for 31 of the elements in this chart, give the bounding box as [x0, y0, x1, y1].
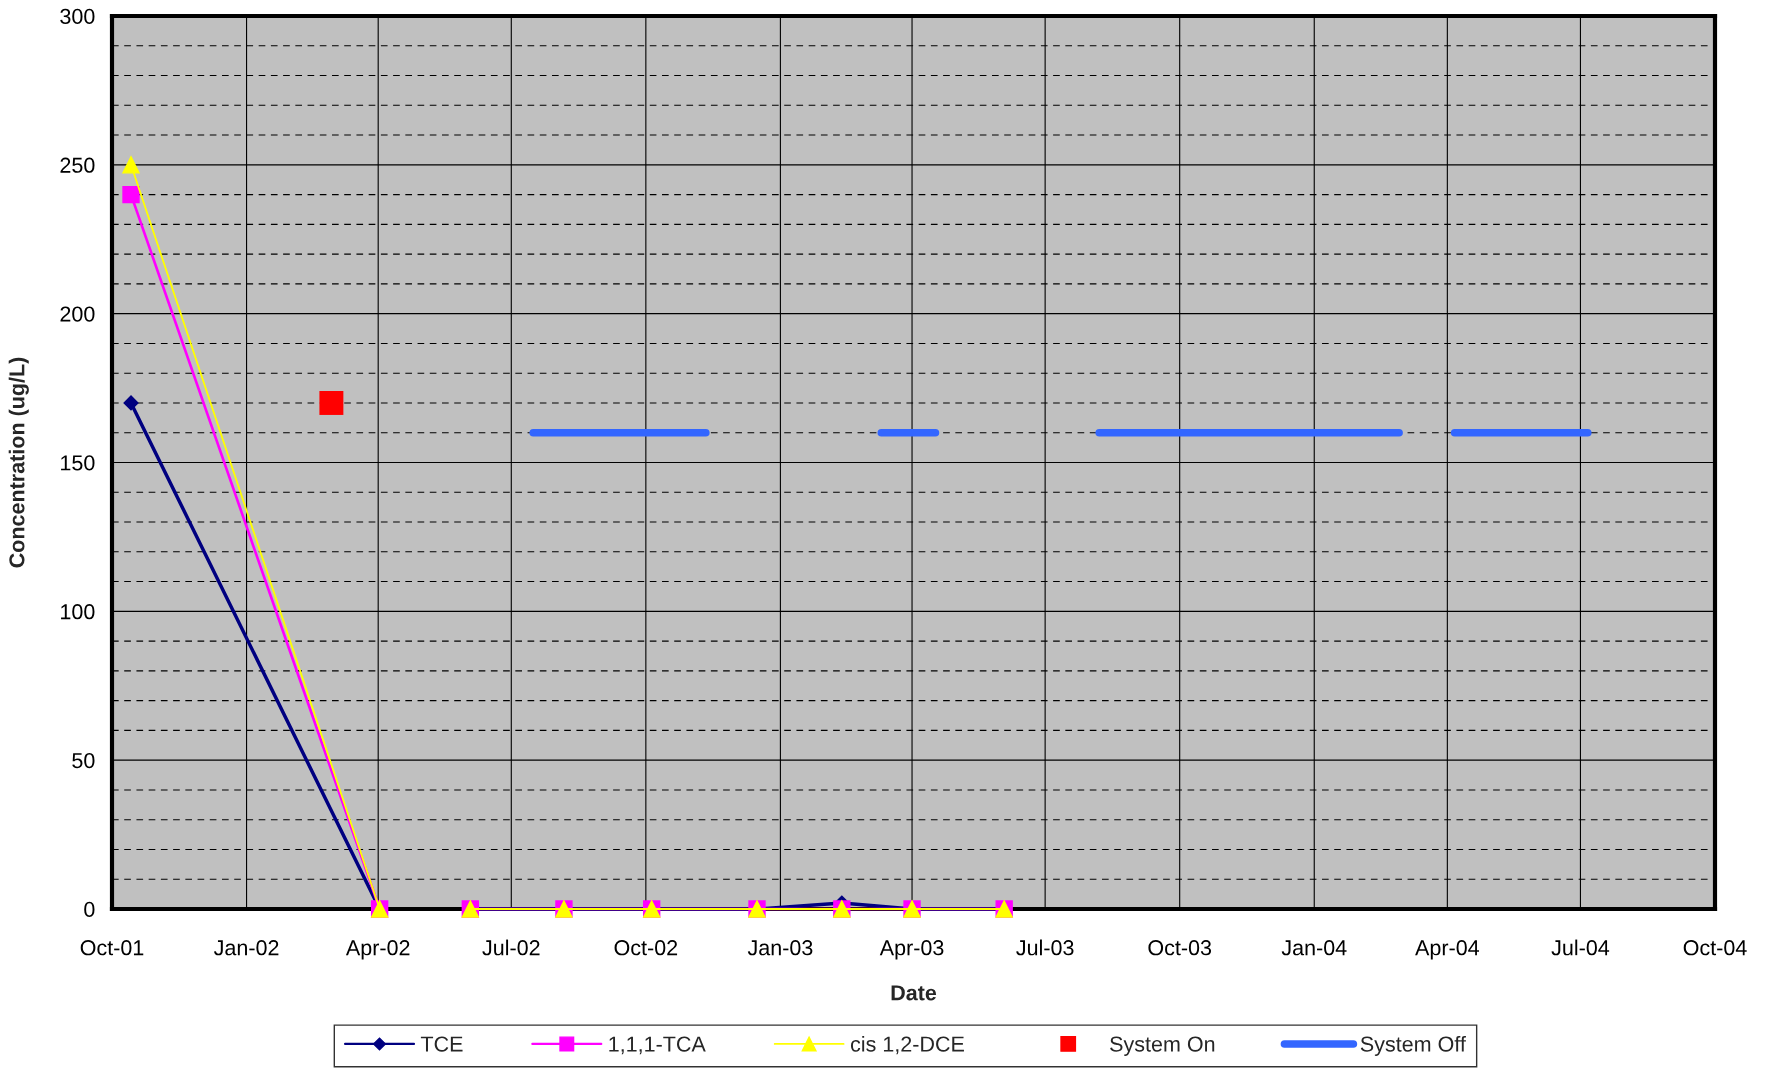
- y-tick-label: 0: [84, 901, 95, 918]
- y-tick-label: 50: [72, 752, 95, 769]
- x-tick-label: Apr-03: [879, 940, 944, 960]
- y-tick-label: 200: [60, 306, 95, 322]
- x-tick-label: Apr-02: [345, 940, 410, 960]
- x-tick-label: Jul-04: [1551, 939, 1610, 956]
- x-tick-label: Apr-04: [1415, 940, 1480, 960]
- point: [122, 156, 140, 174]
- y-tick-label: 100: [61, 604, 95, 620]
- x-tick-label: Oct-02: [614, 940, 678, 956]
- x-tick-label: Jul-03: [1016, 939, 1074, 956]
- legend-label: TCE: [420, 1036, 463, 1052]
- point: [123, 395, 139, 411]
- x-axis-title: Date: [891, 985, 937, 1001]
- point: [319, 390, 344, 415]
- legend-label: 1,1,1-TCA: [609, 1036, 706, 1055]
- x-tick-label: Jul-02: [482, 939, 540, 956]
- legend-label: System Off: [1360, 1035, 1466, 1056]
- legend-label: System On: [1110, 1036, 1215, 1056]
- point: [122, 185, 140, 204]
- x-tick-label: Jan-02: [213, 940, 279, 956]
- y-axis-title: Concentration (ug/L): [8, 357, 29, 568]
- x-tick-label: Oct-03: [1148, 940, 1212, 956]
- legend-label: cis 1,2-DCE: [850, 1035, 964, 1055]
- x-tick-label: Jan-03: [747, 940, 813, 956]
- y-tick-label: 150: [61, 455, 95, 471]
- x-tick-label: Jan-04: [1281, 940, 1347, 956]
- x-tick-label: Oct-01: [80, 940, 144, 956]
- y-tick-label: 300: [60, 8, 95, 25]
- y-tick-label: 250: [60, 157, 95, 173]
- x-tick-label: Oct-04: [1683, 940, 1747, 956]
